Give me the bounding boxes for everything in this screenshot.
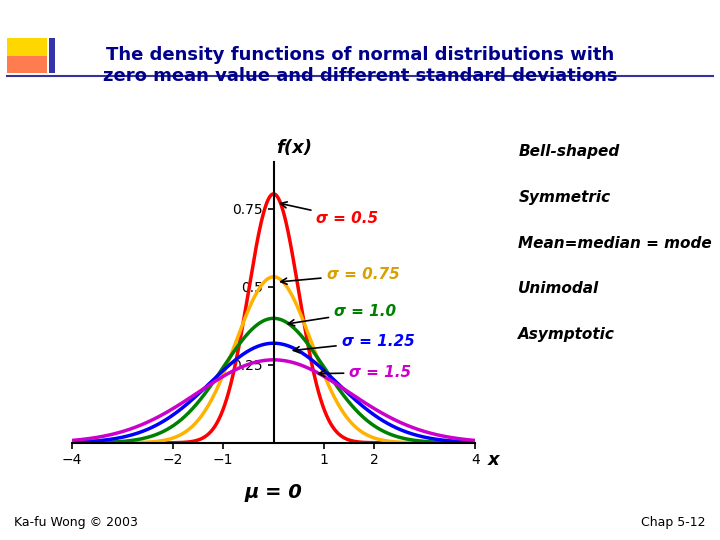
Text: σ = 0.75: σ = 0.75 <box>281 267 400 284</box>
Text: The density functions of normal distributions with
zero mean value and different: The density functions of normal distribu… <box>103 46 617 85</box>
Text: Unimodal: Unimodal <box>518 281 600 296</box>
Text: μ = 0: μ = 0 <box>245 483 302 502</box>
Text: σ = 1.25: σ = 1.25 <box>293 334 415 353</box>
Text: Bell-shaped: Bell-shaped <box>518 144 620 159</box>
Text: Chap 5-12: Chap 5-12 <box>641 516 706 529</box>
Text: σ = 1.5: σ = 1.5 <box>318 365 411 380</box>
Text: x: x <box>488 450 500 469</box>
Text: Symmetric: Symmetric <box>518 190 611 205</box>
Text: σ = 1.0: σ = 1.0 <box>288 304 396 326</box>
Text: f(x): f(x) <box>276 139 312 157</box>
Text: Mean=median = mode: Mean=median = mode <box>518 235 712 251</box>
Text: Ka-fu Wong © 2003: Ka-fu Wong © 2003 <box>14 516 138 529</box>
Text: σ = 0.5: σ = 0.5 <box>281 202 379 226</box>
Text: Asymptotic: Asymptotic <box>518 327 616 342</box>
